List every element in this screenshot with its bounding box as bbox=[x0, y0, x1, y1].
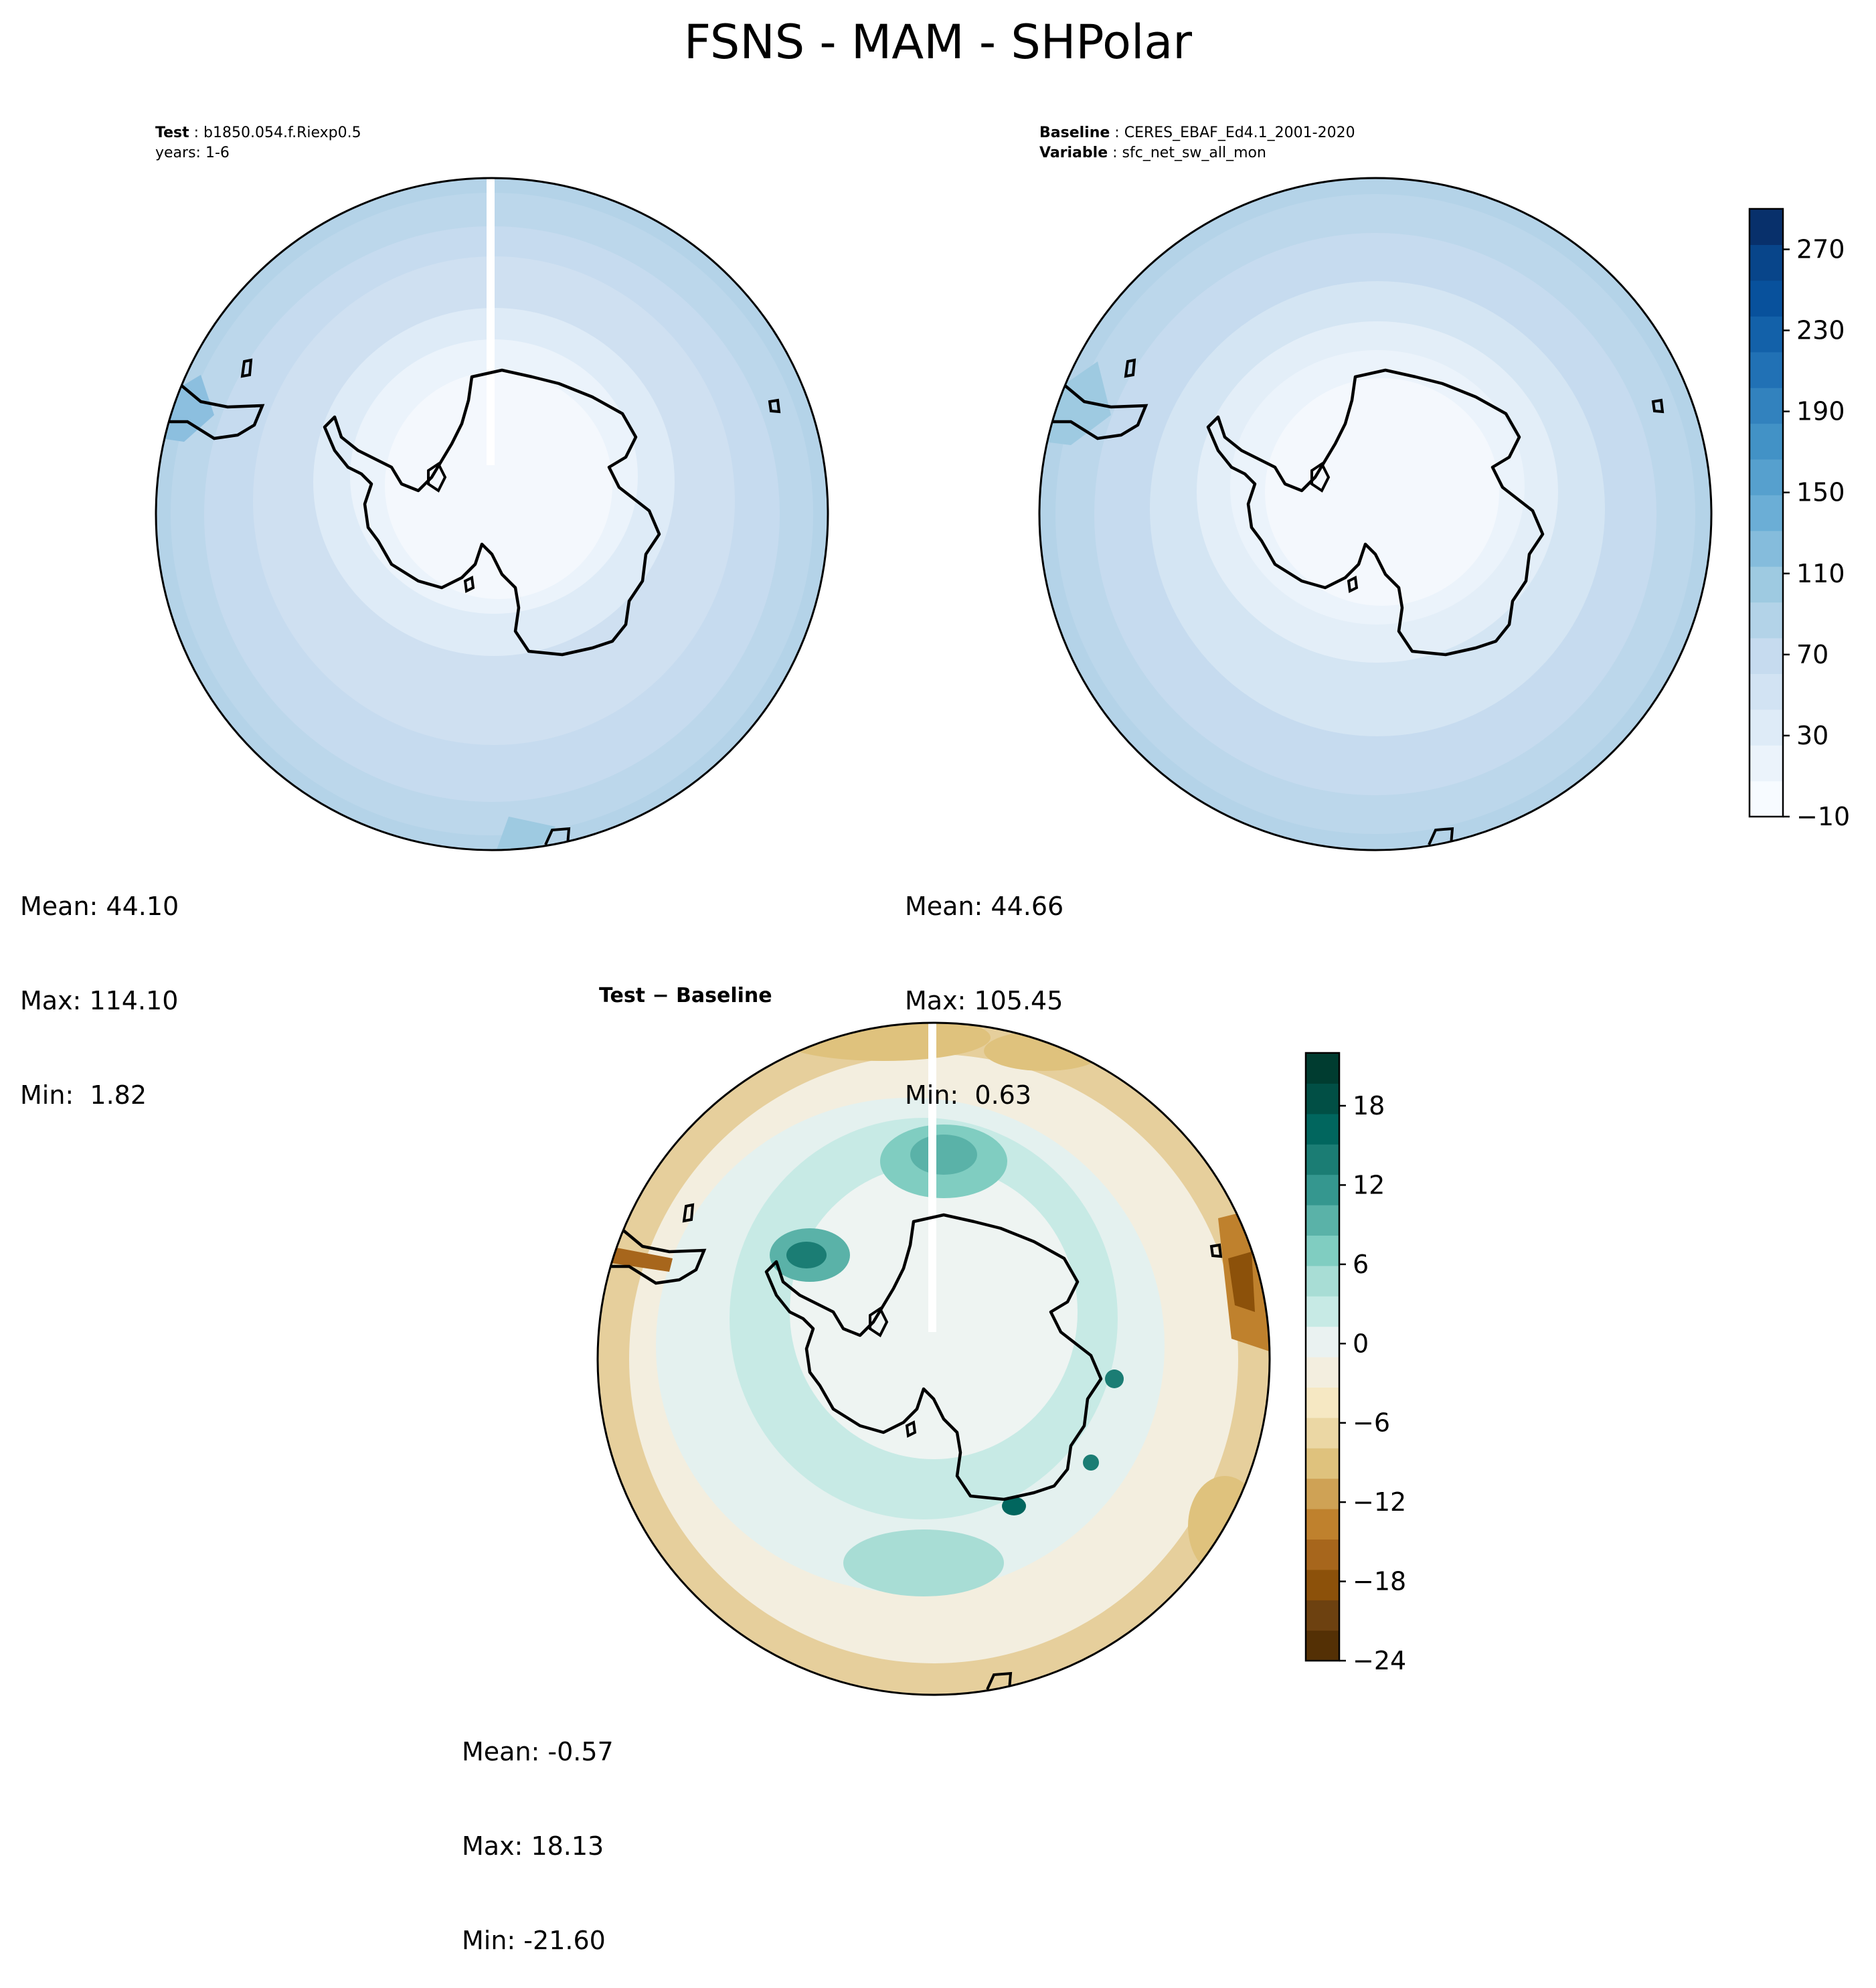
colorbar-main-tick-label: 150 bbox=[1796, 478, 1845, 507]
colorbar-diff-swatch bbox=[1306, 1205, 1339, 1236]
colorbar-main-swatch bbox=[1750, 316, 1783, 353]
colorbar-diff-swatch bbox=[1306, 1083, 1339, 1114]
diff-max: Max: 18.13 bbox=[462, 1831, 604, 1861]
baseline-map-border bbox=[1038, 177, 1713, 851]
colorbar-main-tick-label: 110 bbox=[1796, 559, 1845, 588]
colorbar-diff: −24 −18 −12 −6 0 6 12 18 bbox=[1304, 1052, 1406, 1675]
test-stats: Mean: 44.10 Max: 114.10 Min: 1.82 bbox=[20, 828, 179, 1143]
baseline-map bbox=[1039, 178, 1711, 850]
colorbar-diff-swatch bbox=[1306, 1174, 1339, 1206]
colorbar-main-swatch bbox=[1750, 351, 1783, 388]
colorbar-diff-swatch bbox=[1306, 1144, 1339, 1175]
colorbar-main-outline bbox=[1748, 208, 1784, 818]
colorbar-diff-swatch bbox=[1306, 1326, 1339, 1357]
colorbar-diff-tick-label: 6 bbox=[1353, 1250, 1369, 1279]
test-mean: Mean: 44.10 bbox=[20, 892, 179, 921]
colorbar-diff-swatch bbox=[1306, 1296, 1339, 1327]
colorbar-diff-swatch bbox=[1306, 1600, 1339, 1631]
colorbar-main-tick-label: −10 bbox=[1796, 802, 1850, 831]
colorbar-diff-tick-label: 18 bbox=[1353, 1091, 1385, 1121]
baseline-min: Min: 0.63 bbox=[905, 1080, 1031, 1110]
colorbar-diff-tick-label: 12 bbox=[1353, 1170, 1385, 1199]
colorbar-main-swatch bbox=[1750, 709, 1783, 746]
colorbar-main-swatch bbox=[1750, 280, 1783, 317]
colorbar-main-tick-label: 190 bbox=[1796, 397, 1845, 426]
colorbar-main-tick-label: 230 bbox=[1796, 316, 1845, 345]
colorbar-diff-tick-label: −12 bbox=[1353, 1487, 1406, 1517]
colorbar-main-swatch bbox=[1750, 209, 1783, 246]
test-max: Max: 114.10 bbox=[20, 986, 179, 1015]
colorbar-main-swatch bbox=[1750, 530, 1783, 567]
colorbar-diff-swatch bbox=[1306, 1387, 1339, 1418]
colorbar-main-tick-label: 270 bbox=[1796, 235, 1845, 264]
baseline-label-value: CERES_EBAF_Ed4.1_2001-2020 bbox=[1124, 125, 1355, 141]
diff-title: Test − Baseline bbox=[599, 984, 772, 1007]
colorbar-main-swatch bbox=[1750, 602, 1783, 639]
colorbar-main-tick-label: 30 bbox=[1796, 721, 1828, 750]
colorbar-main-swatch bbox=[1750, 673, 1783, 710]
colorbar-main-swatch bbox=[1750, 780, 1783, 817]
colorbar-diff-swatch bbox=[1306, 1630, 1339, 1661]
colorbar-diff-swatch bbox=[1306, 1265, 1339, 1297]
baseline-variable: Variable : sfc_net_sw_all_mon bbox=[1039, 145, 1266, 161]
colorbar-diff-swatch bbox=[1306, 1478, 1339, 1509]
colorbar-diff-swatch bbox=[1306, 1539, 1339, 1570]
colorbar-diff-tick-label: −6 bbox=[1353, 1408, 1390, 1438]
colorbar-diff-tick-label: −24 bbox=[1353, 1646, 1406, 1675]
colorbar-diff-swatch bbox=[1306, 1235, 1339, 1266]
colorbar-diff-swatch bbox=[1306, 1417, 1339, 1448]
diff-stats: Mean: -0.57 Max: 18.13 Min: -21.60 bbox=[462, 1673, 614, 1988]
figure-canvas: −10 30 70 110 150 190 230 270 −24 −18 −12 −6 0 6 12 18 bbox=[155, 177, 1850, 1696]
colorbar-diff-swatch bbox=[1306, 1113, 1339, 1145]
test-years: years: 1-6 bbox=[155, 145, 230, 161]
test-label-key: Test bbox=[155, 125, 189, 141]
colorbar-diff-swatch bbox=[1306, 1357, 1339, 1388]
baseline-var-key: Variable bbox=[1039, 145, 1108, 161]
colorbar-main-swatch bbox=[1750, 244, 1783, 281]
diff-mean: Mean: -0.57 bbox=[462, 1737, 614, 1766]
baseline-header: Baseline : CERES_EBAF_Ed4.1_2001-2020 bbox=[1039, 125, 1355, 141]
figure-title: FSNS - MAM - SHPolar bbox=[683, 15, 1193, 70]
colorbar-main-swatch bbox=[1750, 637, 1783, 674]
baseline-stats: Mean: 44.66 Max: 105.45 Min: 0.63 bbox=[905, 828, 1063, 1143]
test-label-value: b1850.054.f.Riexp0.5 bbox=[203, 125, 361, 141]
baseline-label-key: Baseline bbox=[1039, 125, 1110, 141]
colorbar-main-swatch bbox=[1750, 745, 1783, 782]
colorbar-diff-swatch bbox=[1306, 1053, 1339, 1084]
colorbar-diff-swatch bbox=[1306, 1569, 1339, 1600]
colorbar-main-swatch bbox=[1750, 423, 1783, 460]
colorbar-main: −10 30 70 110 150 190 230 270 bbox=[1748, 208, 1850, 831]
colorbar-diff-swatch bbox=[1306, 1509, 1339, 1540]
baseline-var-value: sfc_net_sw_all_mon bbox=[1122, 145, 1266, 161]
colorbar-diff-tick-label: −18 bbox=[1353, 1567, 1406, 1596]
colorbar-diff-swatch bbox=[1306, 1448, 1339, 1479]
diff-map-border bbox=[596, 1021, 1271, 1696]
diff-map bbox=[598, 1023, 1270, 1695]
test-min: Min: 1.82 bbox=[20, 1080, 147, 1110]
test-map-border bbox=[155, 177, 829, 851]
test-map bbox=[156, 178, 828, 850]
diff-min: Min: -21.60 bbox=[462, 1926, 606, 1955]
colorbar-diff-tick-label: 0 bbox=[1353, 1329, 1369, 1358]
baseline-max: Max: 105.45 bbox=[905, 986, 1063, 1015]
colorbar-main-swatch bbox=[1750, 566, 1783, 603]
colorbar-main-tick-label: 70 bbox=[1796, 640, 1828, 669]
colorbar-main-swatch bbox=[1750, 495, 1783, 531]
test-header: Test : b1850.054.f.Riexp0.5 bbox=[155, 125, 361, 141]
colorbar-main-swatch bbox=[1750, 459, 1783, 495]
colorbar-main-swatch bbox=[1750, 388, 1783, 424]
colorbar-diff-outline bbox=[1304, 1052, 1341, 1662]
baseline-mean: Mean: 44.66 bbox=[905, 892, 1064, 921]
